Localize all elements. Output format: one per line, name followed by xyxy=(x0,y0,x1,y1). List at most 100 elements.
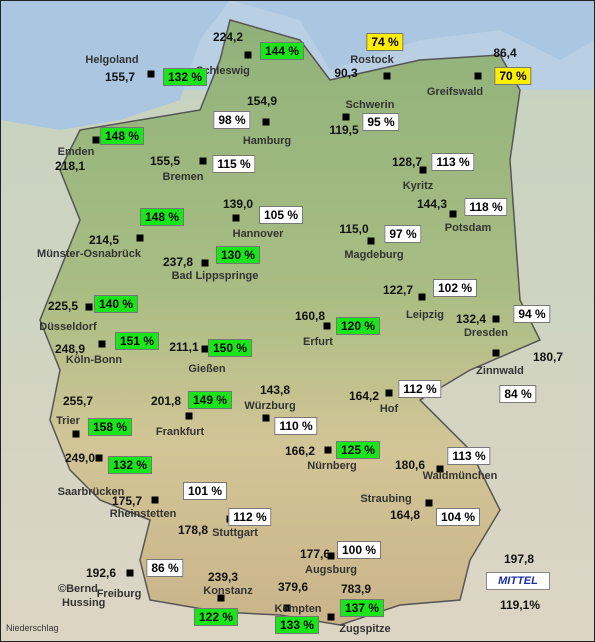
station-name: Greifswald xyxy=(426,86,484,98)
station-name: Kempten xyxy=(274,603,322,615)
station-percent: 94 % xyxy=(513,305,551,323)
station-value: 237,8 xyxy=(162,255,194,269)
station-marker xyxy=(283,604,291,612)
station-value: 166,2 xyxy=(284,444,316,458)
station-name: Hof xyxy=(379,403,399,415)
station-value: 218,1 xyxy=(54,159,86,173)
mittel-value: 197,8 xyxy=(503,552,535,566)
station-percent: 148 % xyxy=(99,127,145,145)
station-marker xyxy=(327,552,335,560)
station-marker xyxy=(262,118,270,126)
station-percent: 133 % xyxy=(274,616,320,634)
station-value: 86,4 xyxy=(493,46,517,60)
station-percent: 151 % xyxy=(114,332,160,350)
station-marker xyxy=(419,166,427,174)
station-marker xyxy=(385,389,393,397)
station-percent: 158 % xyxy=(87,418,133,436)
station-name: Bremen xyxy=(162,171,204,183)
station-value: 783,9 xyxy=(340,582,372,596)
station-name: Rheinstetten xyxy=(109,508,177,520)
station-percent: 101 % xyxy=(182,482,228,500)
map-caption: Niederschlag xyxy=(6,623,59,633)
station-value: 211,1 xyxy=(169,340,199,354)
station-value: 160,8 xyxy=(294,309,326,323)
station-value: 144,3 xyxy=(416,197,448,211)
station-value: 180,6 xyxy=(394,458,426,472)
station-name: Erfurt xyxy=(303,336,333,348)
station-marker xyxy=(449,210,457,218)
credit: ©Bernd xyxy=(58,583,98,595)
station-percent: 120 % xyxy=(335,317,381,335)
station-percent: 112 % xyxy=(398,380,442,398)
station-name: Hamburg xyxy=(242,135,292,147)
station-value: 201,8 xyxy=(150,394,182,408)
station-value: 115,0 xyxy=(339,222,369,236)
station-percent: 105 % xyxy=(258,206,304,224)
station-value: 122,7 xyxy=(382,283,414,297)
station-name: Schwerin xyxy=(345,99,395,111)
station-marker xyxy=(217,594,225,602)
station-percent: 118 % xyxy=(464,198,508,216)
station-marker xyxy=(262,414,270,422)
mittel-label: MITTEL xyxy=(486,572,550,590)
station-name: Zinnwald xyxy=(476,365,524,377)
station-percent: 112 % xyxy=(228,508,272,526)
station-value: 154,9 xyxy=(246,94,278,108)
station-marker xyxy=(474,72,482,80)
station-marker xyxy=(323,322,331,330)
station-name: Potsdam xyxy=(444,222,492,234)
station-name: Münster-Osnabrück xyxy=(37,248,141,260)
station-percent: 122 % xyxy=(193,608,239,626)
station-percent: 95 % xyxy=(362,113,400,131)
station-percent: 113 % xyxy=(431,153,475,171)
station-value: 255,7 xyxy=(62,394,94,408)
station-marker xyxy=(199,157,207,165)
station-marker xyxy=(436,465,444,473)
station-value: 175,7 xyxy=(111,494,143,508)
station-marker xyxy=(367,237,375,245)
station-value: 155,5 xyxy=(149,154,181,168)
station-percent: 144 % xyxy=(259,42,305,60)
station-percent: 86 % xyxy=(146,559,184,577)
station-percent: 97 % xyxy=(384,225,422,243)
station-percent: 130 % xyxy=(215,246,261,264)
station-marker xyxy=(92,136,100,144)
station-name: Köln-Bonn xyxy=(65,354,123,366)
station-marker xyxy=(418,293,426,301)
station-value: 249,0 xyxy=(64,451,96,465)
station-name: Frankfurt xyxy=(155,426,205,438)
station-marker xyxy=(232,214,240,222)
station-marker xyxy=(95,454,103,462)
station-marker xyxy=(425,499,433,507)
station-marker xyxy=(327,613,335,621)
station-name: Freiburg xyxy=(96,588,142,600)
station-name: Dresden xyxy=(463,327,509,339)
station-name: Augsburg xyxy=(305,564,357,576)
station-name: Magdeburg xyxy=(344,249,404,261)
station-percent: 84 % xyxy=(499,385,537,403)
station-value: 128,7 xyxy=(391,155,423,169)
station-marker xyxy=(147,70,155,78)
station-name: Saarbrücken xyxy=(57,486,125,498)
station-name: Trier xyxy=(56,415,80,427)
station-percent: 132 % xyxy=(162,68,208,86)
station-value: 224,2 xyxy=(212,30,244,44)
station-marker xyxy=(72,430,80,438)
station-marker xyxy=(201,259,209,267)
station-percent: 98 % xyxy=(213,111,251,129)
station-percent: 140 % xyxy=(93,295,139,313)
station-name: Stuttgart xyxy=(212,527,258,539)
station-name: Hannover xyxy=(232,228,284,240)
station-percent: 104 % xyxy=(435,508,481,526)
station-marker xyxy=(244,51,252,59)
station-percent: 102 % xyxy=(432,279,478,297)
station-marker xyxy=(342,113,350,121)
station-marker xyxy=(185,412,193,420)
station-value: 143,8 xyxy=(259,383,291,397)
station-marker xyxy=(151,496,159,504)
station-value: 155,7 xyxy=(104,70,136,84)
mittel-percent: 119,1% xyxy=(499,598,541,612)
station-value: 177,6 xyxy=(299,547,331,561)
